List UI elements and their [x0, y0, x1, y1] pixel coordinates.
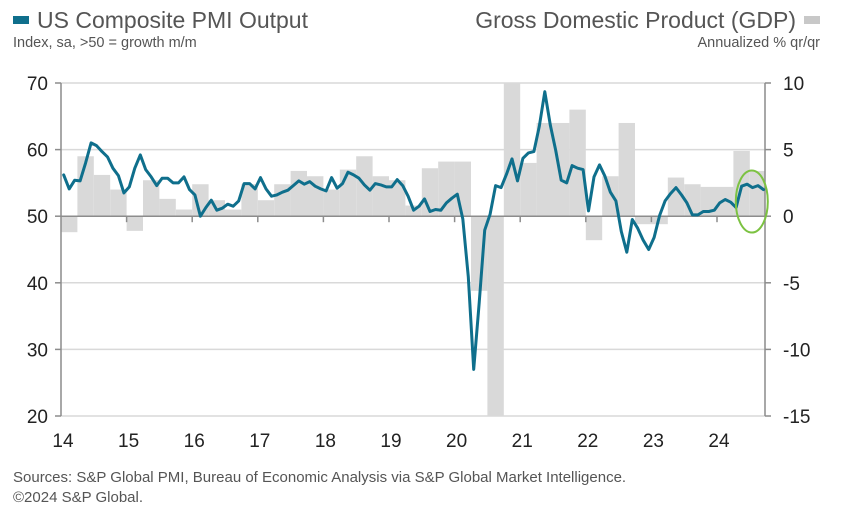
x-axis-tick-label: 21: [512, 431, 533, 452]
pmi-line: [62, 90, 765, 371]
gdp-bar: [536, 122, 553, 217]
x-axis-tick-label: 23: [643, 431, 664, 452]
gdp-legend-subtitle: Annualized % qr/qr: [697, 35, 820, 51]
copyright-note: ©2024 S&P Global.: [13, 489, 144, 506]
chart-footer: Sources: S&P Global PMI, Bureau of Econo…: [13, 468, 626, 508]
left-axis-tick-label: 60: [27, 141, 48, 162]
gdp-bar: [110, 189, 127, 217]
legend-pmi: US Composite PMI Output Index, sa, >50 =…: [13, 5, 308, 52]
gdp-bar: [667, 177, 685, 217]
gdp-bar: [585, 216, 603, 241]
gdp-bar: [553, 122, 570, 217]
right-axis-tick-label: 5: [783, 141, 794, 162]
gridlines: [61, 82, 765, 417]
left-axis-tick-label: 30: [27, 340, 48, 361]
right-axis-tick-label: -15: [783, 407, 810, 428]
gdp-bar: [487, 216, 504, 416]
gdp-legend-swatch: [804, 15, 820, 24]
right-axis-tick-label: 0: [783, 207, 794, 228]
highlight-ellipse: [734, 169, 769, 234]
x-axis-tick-label: 15: [118, 431, 139, 452]
gdp-bar: [700, 186, 717, 217]
pmi-line-layer: [62, 90, 765, 371]
x-axis-tick-label: 17: [249, 431, 270, 452]
sources-note: Sources: S&P Global PMI, Bureau of Econo…: [13, 469, 627, 486]
axes: [55, 82, 771, 417]
left-axis-tick-label: 40: [27, 274, 48, 295]
gdp-bar: [257, 200, 275, 217]
x-axis-tick-label: 20: [446, 431, 467, 452]
gdp-bar: [618, 122, 635, 217]
gdp-bar: [454, 161, 471, 217]
gdp-bar: [602, 176, 619, 217]
gdp-bar: [717, 186, 734, 217]
gdp-bar: [389, 180, 406, 217]
right-axis-tick-label: -10: [783, 340, 810, 361]
gdp-legend-title: Gross Domestic Product (GDP): [475, 7, 796, 33]
gdp-bar: [635, 216, 652, 225]
gdp-bar: [93, 174, 111, 217]
x-axis-tick-label: 14: [52, 431, 74, 452]
left-axis-tick-label: 70: [27, 74, 48, 95]
gdp-bar: [323, 189, 340, 217]
gdp-bar: [225, 209, 242, 217]
gdp-bar: [159, 198, 176, 217]
x-axis-tick-label: 24: [708, 431, 730, 452]
legend-gdp: Gross Domestic Product (GDP) Annualized …: [475, 5, 820, 52]
left-axis-tick-label: 20: [27, 407, 48, 428]
annotations: [734, 169, 769, 234]
pmi-legend-swatch: [13, 15, 29, 24]
right-axis-tick-label: -5: [783, 274, 800, 295]
gdp-bar: [290, 170, 307, 217]
gdp-bar: [569, 109, 586, 217]
gdp-bar: [175, 209, 193, 217]
x-axis-tick-label: 18: [315, 431, 336, 452]
x-axis-tick-label: 22: [577, 431, 598, 452]
x-axis-tick-label: 16: [184, 431, 205, 452]
gdp-bar: [799, 176, 815, 216]
right-axis-tick-label: 10: [783, 74, 804, 95]
gdp-bar: [61, 216, 78, 233]
gdp-bar: [749, 170, 765, 217]
gdp-bar: [503, 83, 521, 217]
pmi-legend-title: US Composite PMI Output: [37, 7, 308, 33]
pmi-legend-subtitle: Index, sa, >50 = growth m/m: [13, 35, 197, 51]
gdp-bar: [520, 162, 537, 217]
gdp-bar: [241, 184, 258, 217]
x-axis-tick-label: 19: [380, 431, 401, 452]
left-axis-tick-label: 50: [27, 207, 48, 228]
gdp-bar: [307, 176, 324, 217]
gdp-bars: [61, 83, 815, 416]
gdp-bar: [438, 161, 455, 217]
gdp-bar: [126, 216, 143, 231]
gdp-bar: [143, 180, 160, 217]
